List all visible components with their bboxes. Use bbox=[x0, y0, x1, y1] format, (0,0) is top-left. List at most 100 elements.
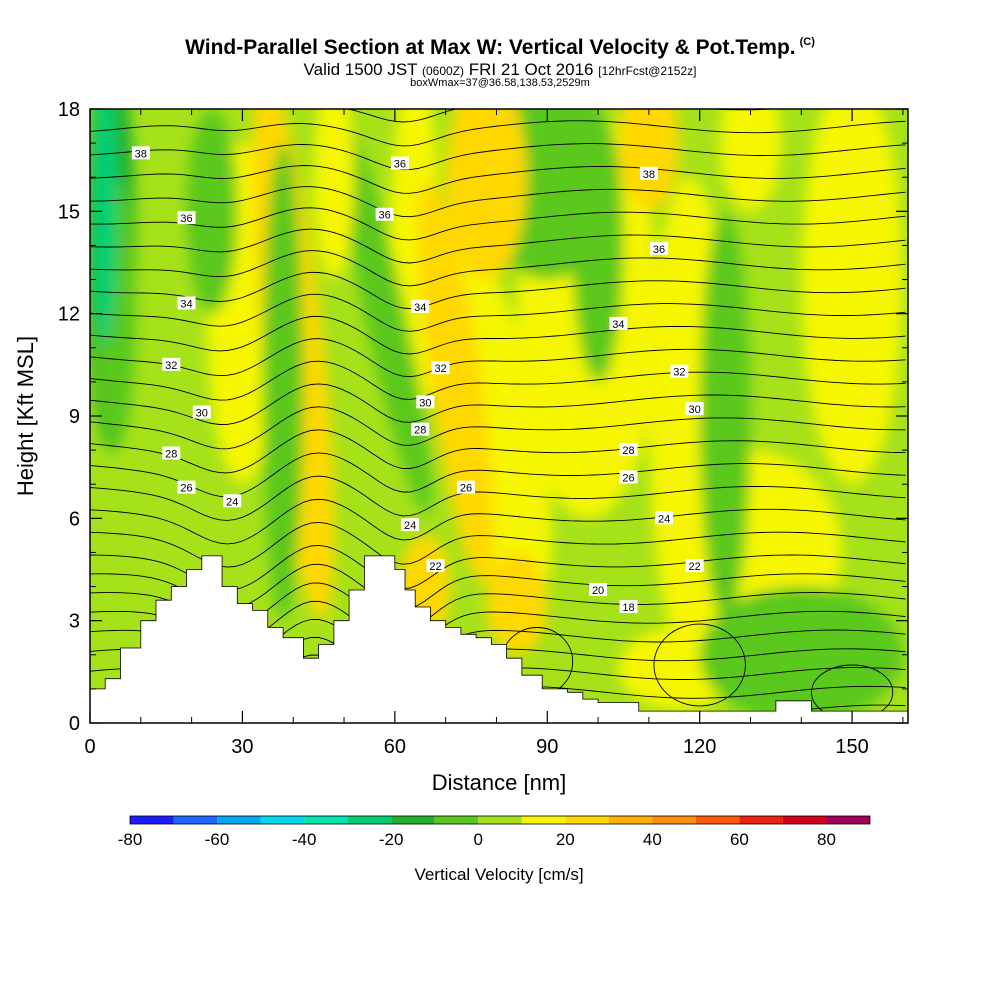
colorbar-swatch bbox=[739, 816, 783, 824]
theta-label-text: 18 bbox=[622, 602, 634, 614]
y-tick-label: 6 bbox=[69, 508, 80, 530]
y-tick-label: 18 bbox=[58, 99, 80, 121]
theta-line bbox=[90, 120, 906, 147]
colorbar-tick-label: -20 bbox=[379, 830, 404, 849]
theta-label-bg bbox=[223, 494, 242, 508]
theta-label-bg bbox=[177, 480, 196, 494]
colorbar-tick-label: 40 bbox=[643, 830, 662, 849]
theta-line bbox=[90, 165, 906, 194]
theta-label-bg bbox=[401, 518, 420, 532]
theta-label: 38 bbox=[131, 146, 150, 160]
colorbar-swatch bbox=[521, 816, 566, 824]
theta-line bbox=[90, 250, 906, 287]
field-cell bbox=[801, 109, 903, 485]
valid-prefix: Valid 1500 JST bbox=[303, 60, 418, 79]
field-cell bbox=[486, 552, 548, 655]
x-tick-label: 60 bbox=[384, 736, 406, 758]
theta-label-bg bbox=[670, 364, 689, 378]
theta-line bbox=[90, 338, 906, 378]
field-cell bbox=[92, 109, 118, 348]
forecast-info: [12hrFcst@2152z] bbox=[598, 64, 697, 78]
colorbar-tick-label: 0 bbox=[474, 830, 483, 849]
colorbar-title: Vertical Velocity [cm/s] bbox=[414, 865, 583, 884]
theta-line bbox=[90, 293, 906, 332]
theta-label-text: 32 bbox=[165, 360, 177, 372]
theta-closed-contour bbox=[653, 623, 746, 707]
terrain-mask bbox=[90, 555, 908, 723]
theta-label-text: 34 bbox=[414, 302, 426, 314]
theta-label-bg bbox=[162, 446, 181, 460]
theta-label-text: 36 bbox=[653, 244, 665, 256]
theta-label-bg bbox=[177, 296, 196, 310]
theta-label-bg bbox=[162, 357, 181, 371]
theta-label: 28 bbox=[411, 422, 430, 437]
theta-label-text: 26 bbox=[622, 472, 634, 484]
colorbar-tick-label: -60 bbox=[205, 830, 230, 849]
theta-label: 26 bbox=[619, 470, 638, 484]
colorbar-tick-label: -80 bbox=[118, 830, 143, 849]
theta-label: 22 bbox=[685, 559, 704, 573]
theta-label-text: 34 bbox=[612, 319, 624, 331]
colorbar-swatch bbox=[173, 816, 218, 824]
theta-label-text: 24 bbox=[404, 520, 416, 532]
theta-line bbox=[90, 271, 906, 310]
colorbar-tick-label: 80 bbox=[817, 830, 836, 849]
theta-line bbox=[90, 521, 906, 568]
theta-line bbox=[90, 52, 906, 73]
y-tick-label: 12 bbox=[58, 304, 80, 326]
theta-label-text: 28 bbox=[414, 425, 426, 437]
theta-label: 34 bbox=[609, 316, 628, 331]
theta-label: 24 bbox=[401, 518, 420, 532]
field-cell bbox=[618, 109, 680, 212]
contour-labels: 38 36 34 32 30 28 26 24 36 36 34 32 30 28 26 24 22 38 36 34… bbox=[131, 146, 704, 614]
x-tick-label: 150 bbox=[835, 736, 868, 758]
colorbar-swatch bbox=[565, 816, 609, 824]
theta-label-text: 26 bbox=[180, 483, 192, 495]
theta-label-bg bbox=[375, 207, 394, 221]
valid-utc: (0600Z) bbox=[422, 64, 465, 78]
theta-label: 30 bbox=[192, 405, 211, 420]
colorbar-swatch bbox=[652, 816, 696, 824]
theta-label: 30 bbox=[685, 402, 704, 416]
theta-line bbox=[90, 29, 906, 48]
theta-line bbox=[90, 429, 906, 474]
colorbar-swatch bbox=[434, 816, 479, 824]
y-tick-label: 3 bbox=[69, 611, 80, 633]
theta-label: 36 bbox=[177, 211, 196, 225]
x-tick-label: 90 bbox=[536, 736, 558, 758]
x-axis: 0 30 60 90 120 150 bbox=[84, 109, 904, 758]
theta-label-bg bbox=[619, 600, 638, 614]
colorbar-swatch bbox=[782, 816, 827, 824]
x-tick-label: 30 bbox=[231, 736, 253, 758]
theta-label-text: 38 bbox=[135, 148, 147, 160]
theta-label-bg bbox=[650, 241, 669, 255]
theta-line bbox=[90, 360, 906, 401]
theta-label-bg bbox=[416, 395, 435, 409]
theta-label-bg bbox=[131, 146, 150, 160]
theta-label: 28 bbox=[162, 446, 181, 461]
theta-label: 36 bbox=[375, 207, 394, 222]
theta-label-text: 30 bbox=[688, 404, 700, 416]
theta-label-text: 24 bbox=[226, 496, 238, 508]
theta-line bbox=[90, 207, 906, 241]
colorbar-swatch bbox=[130, 816, 174, 824]
colorbar-swatch bbox=[217, 816, 261, 824]
theta-label: 24 bbox=[223, 494, 242, 508]
theta-label-text: 32 bbox=[673, 367, 685, 379]
theta-label-text: 28 bbox=[165, 449, 177, 461]
theta-label-bg bbox=[685, 402, 704, 416]
field-cell bbox=[445, 109, 527, 280]
x-tick-label: 0 bbox=[84, 736, 95, 758]
theta-label: 24 bbox=[655, 511, 674, 525]
theta-line bbox=[90, 228, 906, 264]
theta-label-text: 32 bbox=[434, 363, 446, 375]
theta-label-text: 30 bbox=[196, 408, 208, 420]
theta-label-bg bbox=[685, 559, 704, 573]
theta-label-bg bbox=[411, 422, 430, 436]
theta-label-bg bbox=[619, 443, 638, 457]
colorbar-swatch bbox=[391, 816, 435, 824]
box-info: boxWmax=37@36.58,138.53,2529m bbox=[410, 77, 590, 89]
colorbar-tick-label: 60 bbox=[730, 830, 749, 849]
